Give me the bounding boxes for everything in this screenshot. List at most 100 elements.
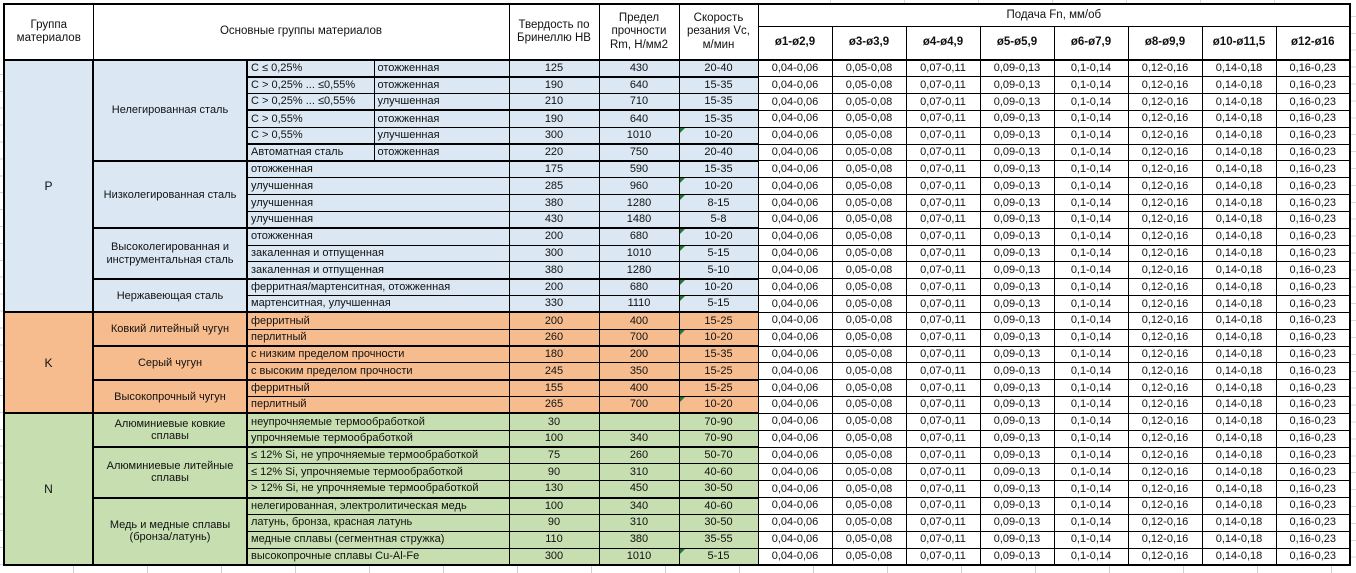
feed-value-cell: 0,09-0,13 (979, 295, 1055, 313)
feed-value-cell: 0,16-0,23 (1275, 311, 1351, 330)
cell-error-marker-icon (680, 246, 685, 251)
material-family-cell: Серый чугун (92, 345, 248, 381)
table-body: P Нелегированная сталь C ≤ 0,25% отожженная… (3, 58, 1351, 567)
feed-value-cell: 0,16-0,23 (1275, 446, 1351, 465)
feed-value-cell: 0,14-0,18 (1201, 261, 1277, 280)
feed-value-cell: 0,04-0,06 (757, 379, 833, 398)
feed-value-cell: 0,14-0,18 (1201, 530, 1277, 549)
cutting-speed-vc-cell: 30-50 (678, 513, 759, 532)
feed-value-cell: 0,16-0,23 (1275, 379, 1351, 398)
material-subtype-cell: ферритная/мартенситная, отожженная (246, 278, 510, 297)
feed-value-cell: 0,09-0,13 (979, 547, 1055, 566)
table-row: латунь, бронза, красная латунь 90 310 30-50… (4, 513, 1351, 532)
feed-value-cell: 0,12-0,16 (1127, 160, 1203, 179)
feed-value-cell: 0,1-0,14 (1053, 396, 1129, 414)
feed-value-cell: 0,04-0,06 (757, 311, 833, 330)
header-material-group: Группа материалов (3, 3, 94, 61)
feed-value-cell: 0,05-0,08 (831, 412, 907, 431)
hardness-hb-cell: 200 (508, 311, 600, 330)
feed-value-cell: 0,16-0,23 (1275, 345, 1351, 364)
feed-value-cell: 0,07-0,11 (905, 547, 981, 566)
hardness-hb-cell: 190 (508, 76, 600, 95)
feed-value-cell: 0,14-0,18 (1201, 109, 1277, 128)
feed-value-cell: 0,05-0,08 (831, 194, 907, 212)
cutting-speed-vc-cell: 20-40 (678, 143, 759, 162)
hardness-hb-cell: 330 (508, 295, 600, 314)
feed-value-cell: 0,14-0,18 (1201, 194, 1277, 212)
strength-rm-cell: 590 (598, 160, 680, 179)
material-subtype-cell: отожженная (246, 227, 510, 246)
feed-value-cell: 0,1-0,14 (1053, 530, 1129, 549)
feed-value-cell: 0,09-0,13 (979, 513, 1055, 532)
hardness-hb-cell: 90 (508, 463, 600, 482)
feed-value-cell: 0,07-0,11 (905, 109, 981, 128)
cutting-speed-vc-cell: 30-50 (678, 480, 759, 499)
strength-rm-cell: 350 (598, 362, 680, 381)
feed-value-cell: 0,09-0,13 (979, 446, 1055, 465)
hardness-hb-cell: 175 (508, 160, 600, 179)
feed-value-cell: 0,05-0,08 (831, 396, 907, 414)
strength-rm-cell: 430 (598, 59, 680, 78)
feed-value-cell: 0,09-0,13 (979, 126, 1055, 145)
cutting-speed-vc-cell: 8-15 (678, 194, 759, 212)
feed-value-cell: 0,1-0,14 (1053, 379, 1129, 398)
feed-value-cell: 0,16-0,23 (1275, 295, 1351, 313)
feed-value-cell: 0,09-0,13 (979, 379, 1055, 398)
feed-value-cell: 0,04-0,06 (757, 126, 833, 145)
feed-value-cell: 0,12-0,16 (1127, 497, 1203, 515)
hardness-hb-cell: 130 (508, 480, 600, 499)
feed-value-cell: 0,05-0,08 (831, 143, 907, 162)
feed-value-cell: 0,07-0,11 (905, 345, 981, 364)
feed-value-cell: 0,12-0,16 (1127, 311, 1203, 330)
material-subtype-cell: улучшенная (246, 177, 510, 196)
hardness-hb-cell: 245 (508, 362, 600, 381)
material-subtype-cell: C > 0,25% ... ≤0,55% (246, 93, 375, 112)
feed-value-cell: 0,12-0,16 (1127, 446, 1203, 465)
feed-value-cell: 0,09-0,13 (979, 311, 1055, 330)
feed-value-cell: 0,14-0,18 (1201, 362, 1277, 381)
feed-value-cell: 0,07-0,11 (905, 160, 981, 179)
feed-value-cell: 0,14-0,18 (1201, 547, 1277, 566)
strength-rm-cell: 1110 (598, 295, 680, 314)
feed-value-cell: 0,04-0,06 (757, 480, 833, 499)
hardness-hb-cell: 110 (508, 530, 600, 549)
feed-value-cell: 0,12-0,16 (1127, 429, 1203, 448)
feed-value-cell: 0,09-0,13 (979, 463, 1055, 482)
feed-value-cell: 0,12-0,16 (1127, 143, 1203, 162)
feed-value-cell: 0,14-0,18 (1201, 76, 1277, 95)
feed-value-cell: 0,04-0,06 (757, 547, 833, 566)
feed-value-cell: 0,09-0,13 (979, 109, 1055, 128)
feed-value-cell: 0,07-0,11 (905, 513, 981, 532)
feed-value-cell: 0,16-0,23 (1275, 59, 1351, 78)
feed-value-cell: 0,05-0,08 (831, 126, 907, 145)
feed-value-cell: 0,09-0,13 (979, 261, 1055, 280)
header-main-material-groups: Основные группы материалов (92, 3, 510, 61)
feed-value-cell: 0,07-0,11 (905, 244, 981, 263)
feed-value-cell: 0,07-0,11 (905, 396, 981, 414)
header-row-top: Группа материалов Основные группы матери… (3, 3, 1351, 61)
material-family-cell: Ковкий литейный чугун (92, 311, 248, 348)
cutting-data-table: Группа материалов Основные группы матери… (3, 3, 1352, 567)
strength-rm-cell: 680 (598, 227, 680, 246)
material-subtype-cell: упрочняемые термообработкой (246, 429, 510, 449)
feed-value-cell: 0,09-0,13 (979, 396, 1055, 414)
feed-value-cell: 0,04-0,06 (757, 244, 833, 263)
strength-rm-cell: 710 (598, 93, 680, 112)
feed-value-cell: 0,1-0,14 (1053, 446, 1129, 465)
header-feed-col-6: ø8-ø9,9 (1127, 25, 1203, 61)
table-row: Нержавеющая сталь ферритная/мартенситная,… (4, 277, 1351, 314)
strength-rm-cell: 400 (598, 311, 680, 330)
strength-rm-cell (598, 412, 680, 431)
feed-value-cell: 0,16-0,23 (1275, 177, 1351, 196)
feed-value-cell: 0,04-0,06 (757, 109, 833, 128)
material-state-cell: улучшенная (373, 93, 510, 112)
feed-value-cell: 0,16-0,23 (1275, 93, 1351, 111)
material-subtype-cell: ≤ 12% Si, не упрочняемые термообработкой (246, 446, 510, 465)
feed-value-cell: 0,05-0,08 (831, 278, 907, 297)
feed-value-cell: 0,16-0,23 (1275, 109, 1351, 128)
feed-value-cell: 0,09-0,13 (979, 345, 1055, 364)
feed-value-cell: 0,14-0,18 (1201, 227, 1277, 246)
feed-value-cell: 0,07-0,11 (905, 210, 981, 229)
feed-value-cell: 0,1-0,14 (1053, 194, 1129, 212)
feed-value-cell: 0,16-0,23 (1275, 328, 1351, 347)
